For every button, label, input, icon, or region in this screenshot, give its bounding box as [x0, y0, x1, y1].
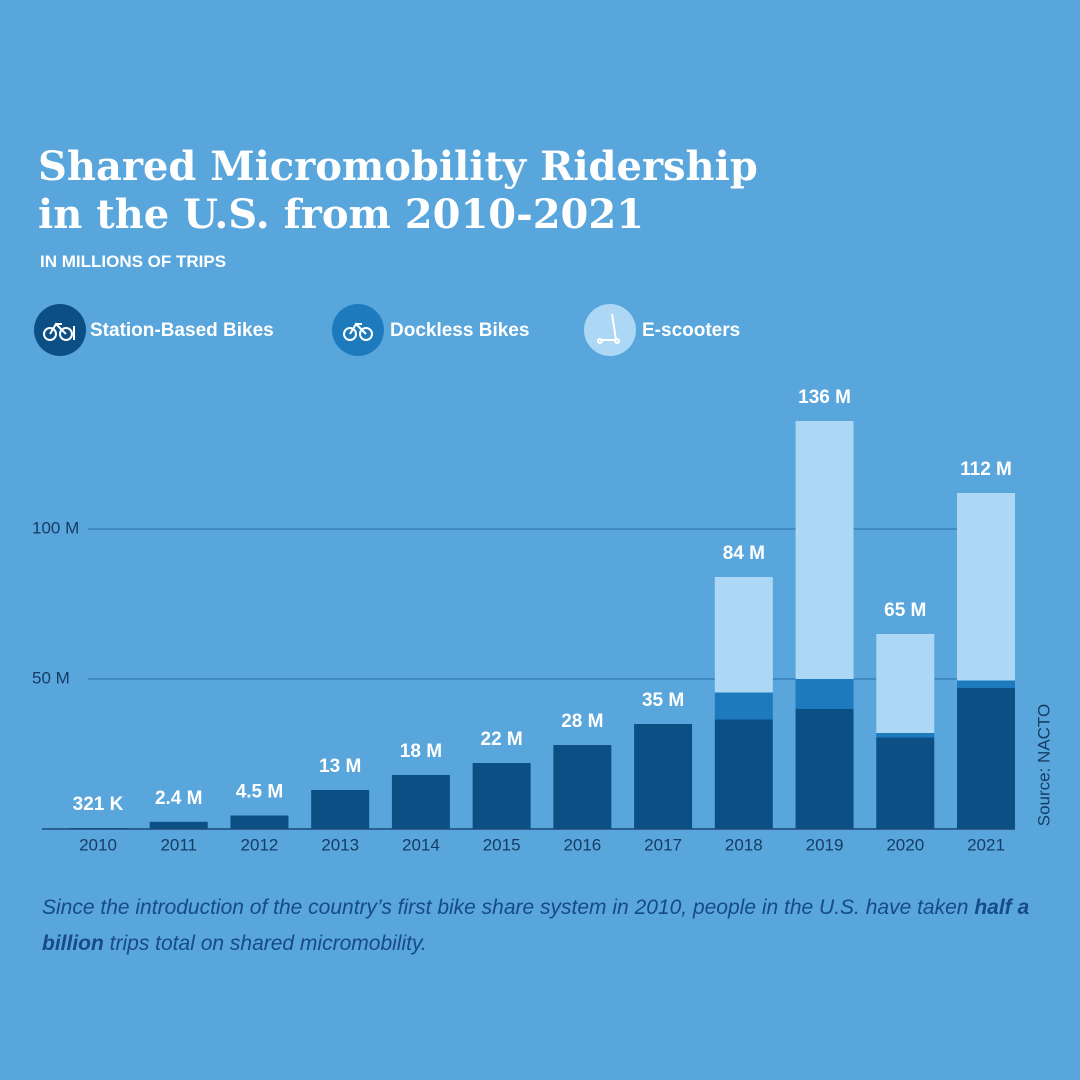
total-label: 65 M — [884, 600, 926, 621]
chart-subtitle: IN MILLIONS OF TRIPS — [40, 252, 226, 271]
bar-segment — [149, 821, 208, 829]
legend: Station-Based Bikes Dockless Bikes E-sco… — [34, 304, 740, 356]
legend-label: Station-Based Bikes — [90, 320, 274, 341]
legend-label: Dockless Bikes — [390, 320, 529, 341]
bar-segment — [957, 680, 1015, 688]
bar-segment — [876, 733, 935, 738]
bar-segment — [230, 815, 289, 829]
bike-icon — [43, 322, 75, 341]
x-tick-label: 2021 — [967, 835, 1005, 854]
bar-segment — [391, 775, 450, 829]
footnote-text: trips total on shared micromobility. — [103, 932, 427, 955]
total-label: 136 M — [798, 387, 851, 408]
x-tick-label: 2020 — [886, 835, 924, 854]
bar-segment — [795, 421, 854, 679]
footnote-emphasis: half a billion — [42, 896, 1030, 955]
x-tick-label: 2016 — [563, 835, 601, 854]
legend-icon — [34, 304, 86, 356]
total-label: 18 M — [400, 741, 442, 762]
total-label: 4.5 M — [236, 782, 284, 803]
total-label: 13 M — [319, 756, 361, 777]
bar-segment — [795, 679, 854, 709]
bar-segment — [876, 634, 935, 733]
bar-segment — [876, 737, 935, 829]
source: Source: NACTO — [1034, 704, 1053, 827]
bar-segment — [634, 724, 693, 829]
footnote: Since the introduction of the country’s … — [42, 890, 1042, 962]
x-tick-label: 2019 — [806, 835, 844, 854]
bar-segment — [714, 692, 773, 720]
legend-label: E-scooters — [642, 320, 740, 341]
chart-title: in the U.S. from 2010-2021 — [38, 191, 644, 238]
bar-segment — [311, 790, 370, 829]
y-tick-label: 50 M — [32, 668, 70, 687]
total-label: 2.4 M — [155, 788, 203, 809]
x-tick-label: 2013 — [321, 835, 359, 854]
x-tick-label: 2014 — [402, 835, 440, 854]
x-tick-label: 2018 — [725, 835, 763, 854]
total-label: 28 M — [561, 711, 603, 732]
total-label: 84 M — [723, 543, 765, 564]
x-tick-label: 2015 — [483, 835, 521, 854]
bar-segment — [472, 763, 531, 829]
total-label: 35 M — [642, 690, 684, 711]
total-label: 22 M — [481, 729, 523, 750]
bar-segment — [553, 745, 612, 829]
y-tick-label: 100 M — [32, 518, 79, 537]
legend-icon — [332, 304, 384, 356]
legend-icon — [584, 304, 636, 356]
x-tick-label: 2011 — [160, 835, 197, 854]
bike-icon — [343, 322, 373, 341]
bar-segment — [714, 577, 773, 693]
bar-segment — [795, 709, 854, 829]
x-tick-label: 2012 — [241, 835, 279, 854]
bar-segment — [957, 688, 1015, 829]
bar-segment — [957, 493, 1015, 681]
bar-segment — [714, 719, 773, 829]
x-tick-label: 2010 — [79, 835, 117, 854]
total-label: 321 K — [73, 794, 124, 815]
chart-title: Shared Micromobility Ridership — [38, 143, 758, 190]
total-label: 112 M — [960, 459, 1012, 480]
x-tick-label: 2017 — [644, 835, 682, 854]
footnote-text: Since the introduction of the country’s … — [42, 896, 975, 919]
scooter-icon — [597, 313, 620, 344]
